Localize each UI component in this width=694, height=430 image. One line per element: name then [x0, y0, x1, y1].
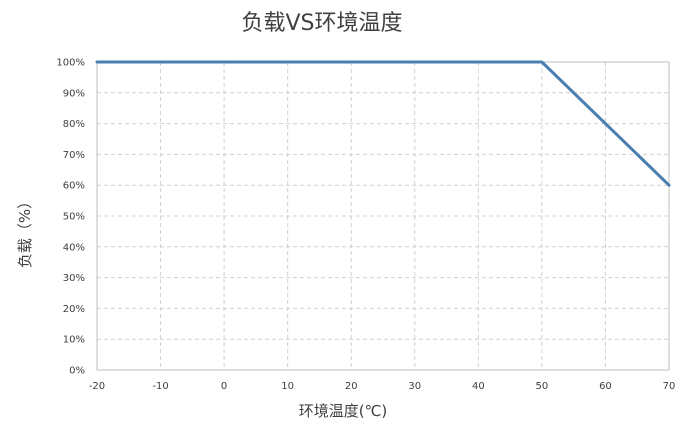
- x-tick-label: 50: [536, 381, 549, 392]
- y-tick-label: 80%: [63, 119, 85, 130]
- series-line: [95, 60, 671, 187]
- x-tick-label: 20: [345, 381, 358, 392]
- x-tick-label: 30: [408, 381, 421, 392]
- x-tick-label: 70: [663, 381, 676, 392]
- x-tick-label: -20: [89, 381, 105, 392]
- x-tick-label: 40: [472, 381, 485, 392]
- y-tick-label: 50%: [63, 212, 85, 223]
- x-tick-label: -10: [152, 381, 168, 392]
- chart-title: 负载VS环境温度: [241, 11, 402, 36]
- y-tick-label: 100%: [56, 58, 85, 69]
- y-tick-label: 20%: [63, 304, 85, 315]
- x-tick-label: 10: [281, 381, 294, 392]
- grid: [97, 62, 669, 370]
- x-tick-label: 0: [221, 381, 227, 392]
- y-tick-label: 60%: [63, 181, 85, 192]
- y-tick-label: 0%: [69, 366, 85, 377]
- y-tick-label: 10%: [63, 335, 85, 346]
- y-tick-label: 90%: [63, 88, 85, 99]
- series: [95, 60, 671, 187]
- y-axis-title: 负载（%）: [16, 194, 34, 268]
- y-tick-label: 30%: [63, 273, 85, 284]
- x-tick-label: 60: [599, 381, 612, 392]
- y-tick-label: 40%: [63, 242, 85, 253]
- x-axis-title: 环境温度(℃): [299, 402, 388, 420]
- y-axis-ticks: 0% 10% 20% 30% 40% 50% 60% 70% 80% 90% 100%: [56, 58, 85, 377]
- x-axis-ticks: -20 -10 0 10 20 30 40 50 60 70: [89, 381, 676, 392]
- y-tick-label: 70%: [63, 150, 85, 161]
